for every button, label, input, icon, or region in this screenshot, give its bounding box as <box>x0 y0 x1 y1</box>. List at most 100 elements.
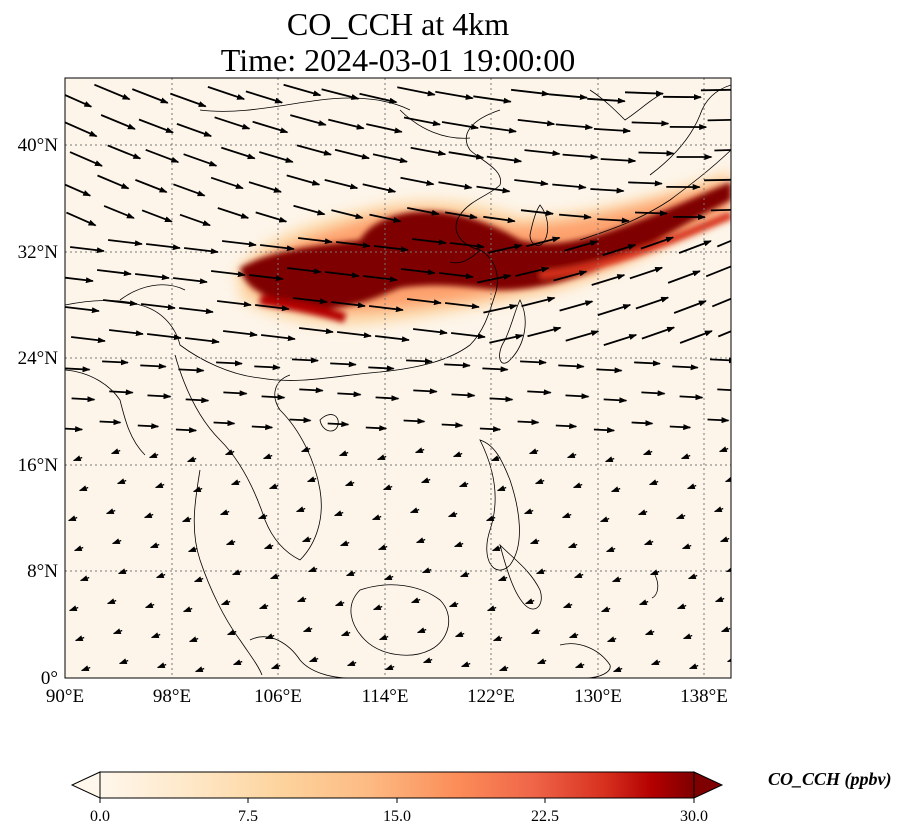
wind-arrow <box>118 658 129 665</box>
wind-arrow <box>289 417 312 424</box>
wind-arrow <box>597 217 630 224</box>
wind-arrow <box>223 390 248 397</box>
wind-arrow <box>688 663 699 670</box>
lat-tick: 0° <box>41 668 58 689</box>
wind-arrow <box>713 506 724 513</box>
wind-arrow <box>686 483 697 490</box>
wind-arrow <box>643 539 654 546</box>
colorbar-tick: 7.5 <box>238 808 258 825</box>
lat-tick: 16°N <box>18 455 59 476</box>
wind-arrow <box>489 333 524 344</box>
wind-arrow <box>192 486 203 493</box>
wind-arrow <box>593 127 632 134</box>
wind-arrow <box>69 246 105 254</box>
wind-arrow <box>414 447 425 454</box>
wind-arrow <box>641 390 666 397</box>
wind-arrow <box>307 566 318 573</box>
wind-arrow <box>549 93 588 101</box>
wind-arrow <box>257 513 268 520</box>
wind-arrow <box>411 238 447 246</box>
wind-arrow <box>458 481 469 488</box>
wind-arrow <box>449 242 485 250</box>
wind-arrow <box>216 300 252 308</box>
wind-arrow <box>222 330 258 338</box>
wind-arrow <box>298 327 334 335</box>
wind-arrow <box>336 331 372 339</box>
wind-arrow <box>131 88 169 104</box>
wind-arrow <box>102 299 138 307</box>
colorbar-extend-low <box>70 771 101 799</box>
wind-arrow <box>362 183 397 194</box>
wind-arrow <box>527 326 562 338</box>
wind-arrow <box>451 392 476 399</box>
wind-arrow <box>137 423 160 430</box>
wind-arrow <box>406 358 433 365</box>
wind-arrow <box>175 427 198 434</box>
wind-arrow <box>453 541 464 548</box>
wind-arrow <box>710 209 731 212</box>
wind-arrow <box>378 634 389 641</box>
wind-arrow <box>719 536 730 543</box>
wind-arrow <box>346 660 357 667</box>
wind-arrow <box>714 149 731 152</box>
wind-arrow <box>496 485 507 492</box>
wind-arrow <box>368 365 395 372</box>
wind-arrow <box>255 211 288 223</box>
wind-arrow <box>335 241 371 249</box>
wind-arrow <box>383 574 394 581</box>
wind-arrow <box>486 605 497 612</box>
wind-arrow <box>593 427 616 434</box>
wind-arrow <box>301 536 312 543</box>
wind-arrow <box>479 125 517 134</box>
wind-arrow <box>155 572 166 579</box>
wind-arrow <box>67 515 78 522</box>
wind-arrow <box>676 603 687 610</box>
wind-arrow <box>679 330 713 344</box>
lat-tick: 40°N <box>18 135 59 156</box>
wind-arrow <box>221 240 257 248</box>
wind-arrow <box>169 92 207 108</box>
wind-arrow <box>290 114 327 126</box>
lon-tick: 138°E <box>680 686 728 707</box>
wind-arrow <box>635 296 670 310</box>
wind-arrow <box>454 631 465 638</box>
wind-arrow <box>520 209 554 216</box>
wind-arrow <box>178 307 214 315</box>
wind-arrow <box>422 657 433 664</box>
wind-arrow <box>492 635 503 642</box>
wind-arrow <box>134 273 170 281</box>
wind-arrow <box>514 179 549 187</box>
wind-arrow <box>324 179 359 190</box>
wind-arrow <box>377 544 388 551</box>
wind-arrow <box>555 123 594 130</box>
wind-arrow <box>604 456 615 463</box>
wind-arrow <box>219 509 230 516</box>
wind-arrow <box>717 388 731 392</box>
co-plume-core <box>240 182 731 323</box>
wind-arrow <box>400 176 435 186</box>
wind-arrow <box>221 146 256 160</box>
wind-arrow <box>587 97 626 104</box>
wind-arrow <box>248 274 284 282</box>
wind-arrow <box>293 204 326 216</box>
wind-arrow <box>590 187 625 194</box>
wind-arrow <box>178 367 205 374</box>
colorbar-gradient <box>99 771 695 799</box>
wind-arrow <box>725 566 731 573</box>
wind-arrow <box>600 157 637 164</box>
wind-arrow <box>403 116 441 127</box>
wind-arrow <box>150 632 161 639</box>
wind-arrow <box>574 662 585 669</box>
wind-arrow <box>65 183 92 197</box>
wind-arrow <box>486 155 523 164</box>
wind-arrow <box>526 236 561 248</box>
wind-arrow <box>156 662 167 669</box>
wind-arrow <box>330 301 366 309</box>
wind-arrow <box>605 546 616 553</box>
lon-tick: 90°E <box>46 686 84 707</box>
colorbar-tick: 22.5 <box>531 808 559 825</box>
wind-arrow <box>181 516 192 523</box>
wind-arrow <box>176 123 213 137</box>
wind-arrow <box>97 174 130 190</box>
wind-arrow <box>65 276 94 284</box>
